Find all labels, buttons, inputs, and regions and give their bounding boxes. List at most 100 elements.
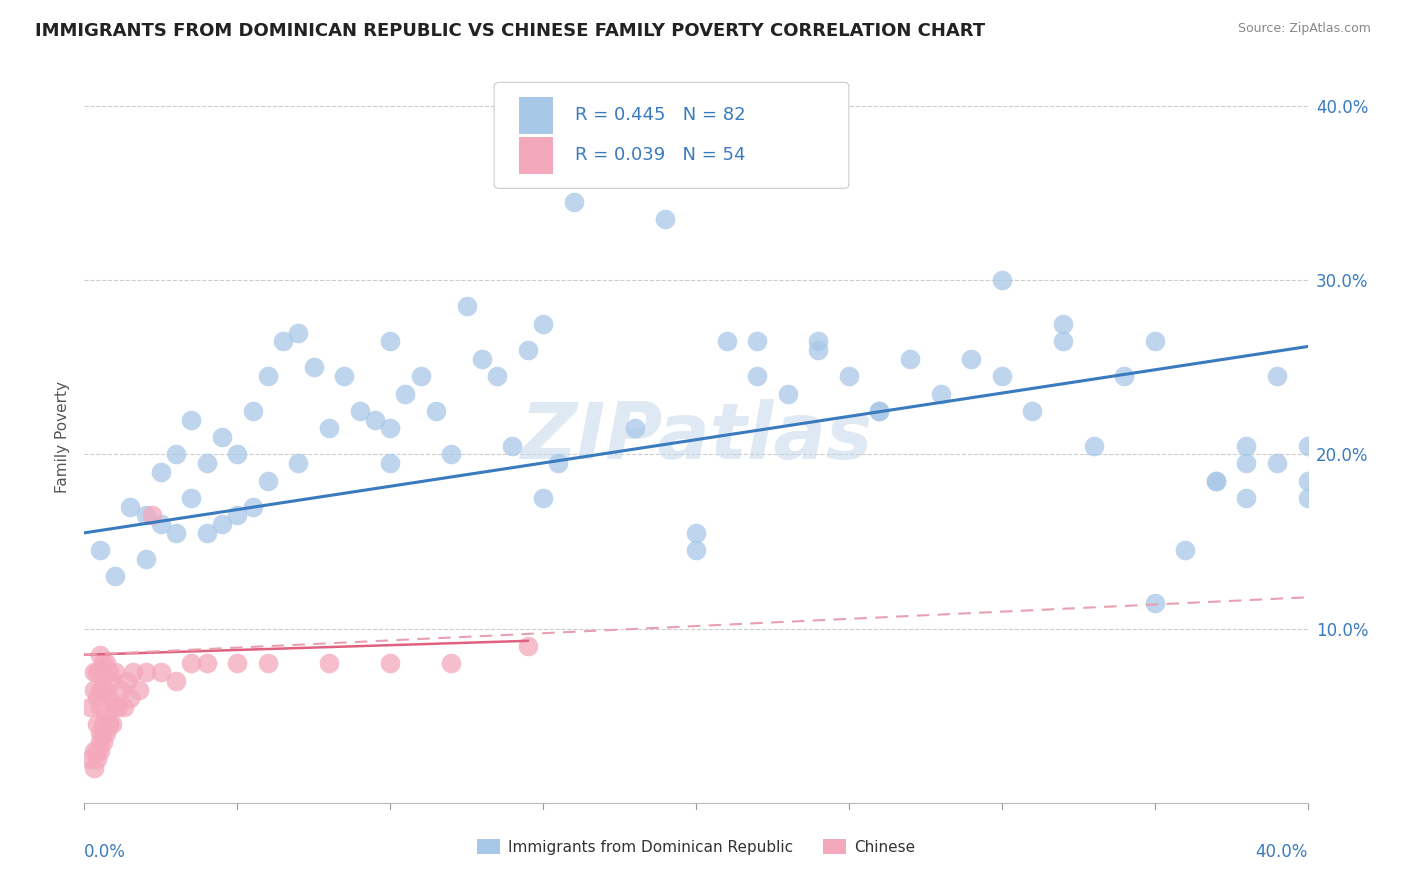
Point: [929, 386, 952, 401]
Point: [135, 552, 157, 566]
Point: [89, 735, 111, 749]
Point: [440, 448, 463, 462]
Point: [89, 665, 111, 680]
Point: [471, 351, 494, 366]
Point: [112, 700, 135, 714]
Point: [318, 421, 340, 435]
FancyBboxPatch shape: [494, 82, 849, 188]
Point: [104, 569, 127, 583]
Point: [991, 273, 1014, 287]
Point: [869, 404, 891, 418]
Point: [79, 752, 101, 766]
Point: [104, 700, 127, 714]
Point: [101, 717, 124, 731]
Point: [1265, 456, 1288, 470]
Text: Source: ZipAtlas.com: Source: ZipAtlas.com: [1237, 22, 1371, 36]
Point: [685, 525, 707, 540]
Point: [716, 334, 738, 349]
Point: [195, 657, 218, 671]
Point: [91, 735, 114, 749]
Point: [149, 517, 172, 532]
Point: [531, 317, 554, 331]
Point: [89, 743, 111, 757]
Point: [624, 421, 647, 435]
Point: [593, 160, 616, 174]
Point: [97, 665, 120, 680]
Point: [991, 369, 1014, 384]
Point: [180, 412, 202, 426]
Point: [79, 700, 101, 714]
Point: [257, 369, 280, 384]
Point: [120, 691, 142, 706]
Point: [869, 404, 891, 418]
Point: [89, 726, 111, 740]
Point: [226, 448, 249, 462]
Point: [211, 430, 233, 444]
Point: [86, 691, 108, 706]
Point: [97, 717, 120, 731]
Point: [776, 386, 799, 401]
Point: [1265, 369, 1288, 384]
Point: [165, 525, 187, 540]
Text: 40.0%: 40.0%: [1256, 843, 1308, 861]
Point: [333, 369, 356, 384]
Point: [1052, 334, 1074, 349]
Point: [380, 334, 402, 349]
Point: [1205, 474, 1227, 488]
Point: [141, 508, 163, 523]
Point: [562, 194, 585, 209]
Point: [107, 700, 129, 714]
Point: [180, 491, 202, 505]
Point: [83, 682, 105, 697]
Point: [380, 657, 402, 671]
Point: [180, 657, 202, 671]
Point: [257, 474, 280, 488]
Point: [120, 500, 142, 514]
Point: [122, 665, 145, 680]
Point: [1296, 439, 1319, 453]
Point: [318, 657, 340, 671]
Point: [1052, 317, 1074, 331]
Point: [502, 439, 524, 453]
Point: [1021, 404, 1043, 418]
Point: [83, 665, 105, 680]
Point: [516, 343, 538, 357]
Point: [456, 300, 478, 314]
Point: [425, 404, 447, 418]
Point: [89, 543, 111, 558]
Point: [165, 673, 187, 688]
Point: [1083, 439, 1105, 453]
Point: [195, 456, 218, 470]
Point: [110, 682, 132, 697]
Text: R = 0.039   N = 54: R = 0.039 N = 54: [575, 146, 745, 164]
Point: [1236, 439, 1258, 453]
Point: [807, 334, 830, 349]
Point: [898, 351, 921, 366]
Point: [94, 657, 117, 671]
Point: [135, 508, 157, 523]
Point: [394, 386, 416, 401]
Point: [409, 369, 432, 384]
Point: [242, 404, 264, 418]
Point: [440, 657, 463, 671]
Point: [101, 673, 124, 688]
Text: ZIPatlas: ZIPatlas: [520, 399, 872, 475]
Point: [104, 665, 127, 680]
Point: [83, 743, 105, 757]
Point: [89, 682, 111, 697]
Point: [807, 343, 830, 357]
Point: [97, 717, 120, 731]
Point: [242, 500, 264, 514]
Point: [226, 508, 249, 523]
Point: [91, 682, 114, 697]
Point: [165, 448, 187, 462]
Point: [747, 334, 769, 349]
Point: [97, 691, 120, 706]
Point: [516, 639, 538, 653]
Point: [149, 465, 172, 479]
Point: [86, 752, 108, 766]
Legend: Immigrants from Dominican Republic, Chinese: Immigrants from Dominican Republic, Chin…: [471, 833, 921, 861]
Point: [91, 657, 114, 671]
Point: [380, 421, 402, 435]
Point: [1114, 369, 1136, 384]
